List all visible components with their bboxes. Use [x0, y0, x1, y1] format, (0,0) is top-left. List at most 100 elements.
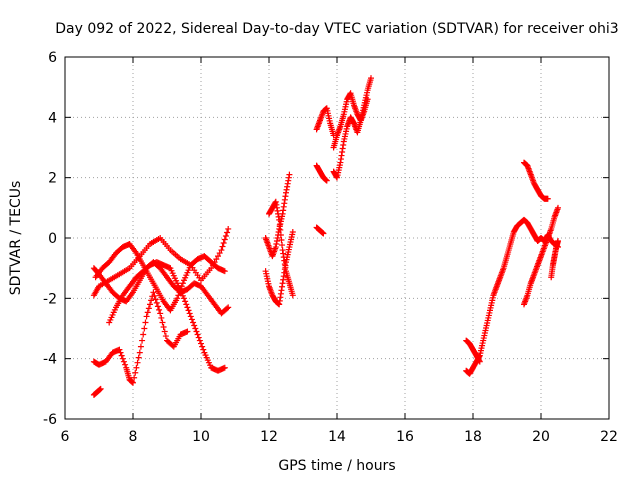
data-point: [183, 301, 190, 308]
data-point: [188, 316, 195, 323]
data-point: [209, 262, 216, 269]
series-track-16: [463, 337, 483, 365]
data-point: [276, 216, 283, 223]
data-point: [153, 299, 160, 306]
data-point: [220, 240, 227, 247]
data-point: [181, 295, 187, 302]
data-point: [154, 303, 161, 310]
series-track-14: [330, 90, 371, 151]
series-track-9: [266, 198, 296, 299]
data-point: [224, 305, 231, 312]
data-point: [187, 313, 194, 320]
data-point: [141, 325, 148, 332]
data-point: [158, 314, 165, 321]
x-tick-label: 10: [192, 429, 210, 445]
series-track-6: [90, 385, 104, 398]
data-point: [190, 319, 197, 326]
data-point: [320, 230, 327, 237]
y-tick-label: -4: [43, 352, 57, 368]
data-point: [148, 297, 155, 304]
data-point: [140, 331, 147, 338]
data-point: [132, 369, 139, 376]
data-point: [194, 331, 201, 338]
data-point: [143, 313, 150, 320]
series-track-18: [521, 159, 551, 202]
data-point: [161, 328, 168, 335]
data-point: [182, 298, 189, 305]
data-point: [159, 319, 166, 326]
data-point: [289, 228, 296, 235]
y-tick-label: 2: [48, 171, 57, 187]
data-point: [151, 292, 158, 299]
data-point: [184, 328, 191, 335]
data-point: [277, 226, 284, 233]
data-point: [195, 334, 202, 341]
data-point: [323, 177, 330, 184]
data-point: [216, 250, 223, 257]
data-point: [137, 343, 144, 350]
series-track-8: [262, 228, 296, 308]
series-track-19: [548, 238, 561, 281]
data-point: [130, 379, 136, 386]
data-point: [116, 346, 123, 353]
data-point: [198, 340, 204, 347]
series-track-3: [90, 289, 191, 386]
data-point: [211, 259, 218, 266]
data-points: [90, 75, 561, 398]
data-point: [184, 304, 191, 311]
chart-title: Day 092 of 2022, Sidereal Day-to-day VTE…: [55, 21, 618, 37]
data-point: [277, 231, 284, 238]
data-point: [119, 355, 126, 362]
data-point: [222, 232, 229, 239]
data-point: [215, 253, 221, 260]
data-point: [122, 361, 129, 368]
data-point: [208, 265, 215, 272]
data-point: [200, 346, 207, 353]
series-track-10: [313, 105, 337, 139]
series-track-17: [521, 204, 561, 308]
x-tick-label: 22: [600, 429, 618, 445]
data-point: [133, 364, 140, 371]
data-point: [191, 322, 198, 329]
data-point: [142, 319, 149, 326]
series-track-12: [313, 224, 327, 237]
data-point: [278, 237, 285, 244]
data-point: [135, 354, 142, 361]
y-tick-label: 6: [48, 50, 57, 66]
data-point: [193, 328, 200, 335]
data-point: [224, 229, 231, 236]
data-point: [368, 75, 374, 82]
data-point: [120, 358, 127, 365]
data-point: [157, 310, 164, 317]
y-tick-label: 0: [48, 231, 57, 247]
data-point: [147, 301, 153, 308]
series-track-11: [313, 162, 330, 184]
x-axis-label: GPS time / hours: [278, 458, 395, 474]
x-tick-label: 16: [396, 429, 414, 445]
data-point: [221, 236, 228, 243]
x-tick-label: 12: [260, 429, 278, 445]
data-point: [544, 195, 551, 202]
data-point: [156, 306, 163, 313]
data-point: [185, 307, 192, 314]
data-point: [97, 385, 104, 392]
data-point: [218, 247, 225, 254]
series-track-7: [262, 171, 293, 260]
data-point: [150, 289, 157, 296]
data-point: [152, 296, 159, 303]
data-point: [225, 225, 232, 232]
data-point: [221, 268, 228, 275]
y-tick-label: -6: [43, 412, 57, 428]
data-point: [221, 364, 228, 371]
x-tick-label: 6: [61, 429, 70, 445]
data-point: [131, 374, 138, 381]
data-point: [192, 325, 199, 332]
data-point: [286, 171, 293, 178]
data-point: [225, 304, 232, 311]
data-point: [186, 310, 193, 317]
data-point: [289, 292, 296, 299]
x-tick-label: 20: [532, 429, 550, 445]
data-point: [213, 256, 220, 263]
data-point: [136, 349, 143, 356]
